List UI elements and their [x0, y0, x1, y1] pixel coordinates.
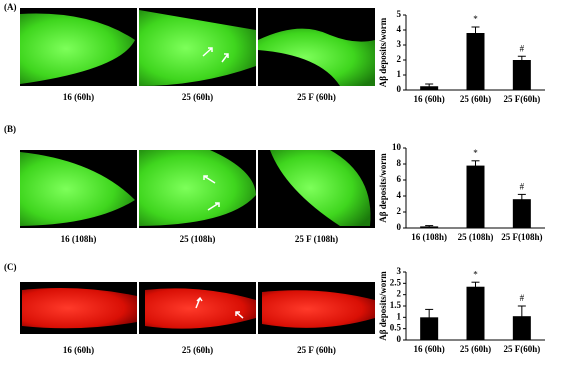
y-tick-label: 0	[397, 84, 402, 94]
x-tick-label: 16 (108h)	[411, 232, 447, 242]
worm	[270, 150, 371, 226]
y-tick-label: 4	[397, 24, 402, 34]
y-axis-label: Aβ deposits/worm	[378, 153, 388, 223]
y-tick-label: 1	[397, 311, 402, 321]
y-tick-label: 3	[397, 39, 402, 49]
bar	[512, 60, 531, 90]
y-tick-label: 2	[397, 289, 402, 299]
bar	[466, 165, 485, 228]
y-tick-label: 3	[397, 266, 402, 276]
x-tick-label: 25 (108h)	[458, 232, 494, 242]
image-caption: 16 (108h)	[61, 234, 97, 244]
panel-label: (C)	[4, 262, 17, 272]
x-tick-label: 16 (60h)	[414, 344, 445, 354]
y-tick-label: 4	[397, 190, 402, 200]
y-tick-label: 1	[397, 69, 402, 79]
x-tick-label: 25 F(60h)	[503, 344, 540, 354]
x-tick-label: 25 F(60h)	[503, 94, 540, 104]
y-tick-label: 2	[397, 54, 402, 64]
y-tick-label: 10	[392, 142, 402, 152]
y-tick-label: 6	[397, 174, 402, 184]
worm	[139, 10, 256, 86]
x-tick-label: 25 F(108h)	[501, 232, 542, 242]
y-tick-label: 2	[397, 206, 402, 216]
y-axis-label: Aβ deposits/worm	[378, 271, 388, 341]
panel-label: (A)	[4, 2, 17, 12]
panel-label: (B)	[4, 124, 16, 134]
y-tick-label: 5	[397, 9, 402, 19]
significance-marker: #	[520, 293, 525, 303]
y-tick-label: 8	[397, 158, 402, 168]
x-tick-label: 25 (60h)	[460, 344, 491, 354]
y-tick-label: 0	[397, 222, 402, 232]
significance-marker: #	[520, 181, 525, 191]
significance-marker: #	[520, 43, 525, 53]
bar	[466, 286, 485, 340]
worm	[20, 152, 135, 226]
arrows	[195, 47, 244, 319]
worm	[258, 28, 375, 87]
y-axis-label: Aβ deposits/worm	[378, 17, 388, 87]
image-caption: 25 (60h)	[182, 92, 213, 102]
bar	[466, 33, 485, 90]
y-tick-label: 0	[397, 334, 402, 344]
worm	[139, 150, 256, 226]
bar	[420, 317, 439, 340]
y-tick-label: 1.5	[390, 300, 402, 310]
worm	[262, 290, 375, 328]
image-caption: 16 (60h)	[63, 345, 94, 355]
image-caption: 25 F (60h)	[297, 92, 336, 102]
y-tick-label: 2.5	[390, 277, 402, 287]
image-caption: 25 (60h)	[182, 345, 213, 355]
micrographs	[20, 8, 375, 334]
worm	[20, 13, 135, 84]
bar	[512, 199, 531, 228]
image-caption: 25 F (60h)	[297, 345, 336, 355]
image-caption: 25 (108h)	[180, 234, 216, 244]
image-caption: 25 F (108h)	[295, 234, 338, 244]
image-caption: 16 (60h)	[63, 92, 94, 102]
bar	[512, 316, 531, 340]
significance-marker: *	[473, 14, 478, 24]
x-tick-label: 16 (60h)	[414, 94, 445, 104]
y-tick-label: 0.5	[390, 323, 402, 333]
x-tick-label: 25 (60h)	[460, 94, 491, 104]
significance-marker: *	[473, 148, 478, 158]
significance-marker: *	[473, 269, 478, 279]
worm	[145, 288, 256, 329]
worm	[22, 288, 137, 329]
